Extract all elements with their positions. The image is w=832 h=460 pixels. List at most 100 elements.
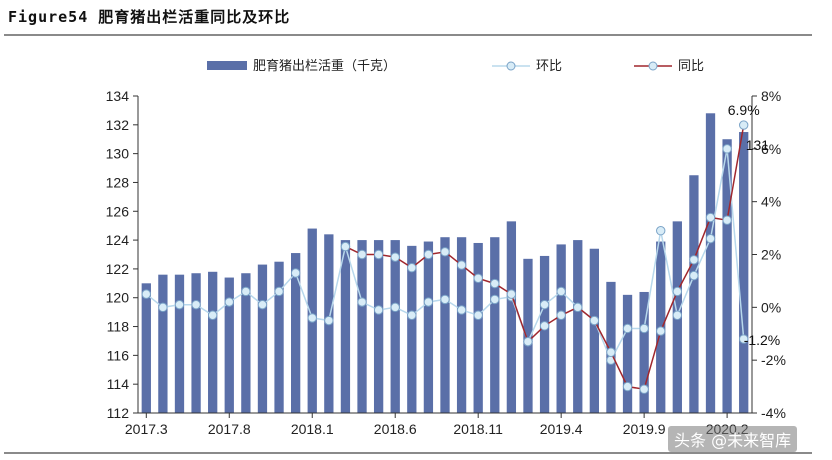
yoy-point <box>639 384 649 394</box>
right-tick-label: 2% <box>761 247 781 263</box>
legend-bar-swatch <box>207 61 247 70</box>
yoy-point <box>622 381 633 392</box>
yoy-point <box>689 255 699 265</box>
bar <box>390 240 400 413</box>
mom-point <box>141 289 151 299</box>
bar <box>689 175 699 413</box>
bar <box>357 240 367 413</box>
mom-point <box>490 294 500 305</box>
figure-title: Figure54 肥育猪出栏活重同比及环比 <box>8 8 291 26</box>
x-tick-label: 2018.11 <box>453 421 503 437</box>
bar <box>739 132 749 414</box>
yoy-point <box>357 249 367 260</box>
bar <box>291 253 301 413</box>
left-tick-label: 132 <box>106 117 130 133</box>
mom-point <box>191 299 201 310</box>
legend-bar-label: 肥育猪出栏活重（千克） <box>253 58 396 73</box>
legend-mom-label: 环比 <box>536 58 562 73</box>
yoy-point <box>440 247 450 257</box>
mom-point <box>174 299 185 310</box>
mom-point <box>373 305 384 315</box>
annotation-label: 131 <box>746 137 770 153</box>
mom-point <box>672 310 683 320</box>
yoy-series <box>340 120 749 394</box>
bar <box>705 113 716 414</box>
mom-point <box>539 299 550 310</box>
bar <box>191 273 201 413</box>
mom-point <box>639 323 649 334</box>
mom-point <box>390 302 400 313</box>
mom-point <box>407 310 417 320</box>
yoy-point <box>672 286 683 297</box>
right-tick-label: 4% <box>761 194 781 210</box>
yoy-point <box>390 252 400 262</box>
bar <box>456 237 467 413</box>
bar <box>473 242 483 413</box>
mom-point <box>556 286 566 297</box>
yoy-point <box>556 310 566 320</box>
mom-point <box>705 233 716 244</box>
x-tick-label: 2017.8 <box>208 421 251 437</box>
mom-point <box>622 323 633 334</box>
yoy-point <box>490 278 500 289</box>
annotation-label: -1.2% <box>744 332 781 348</box>
watermark: 头条 @未来智库 <box>668 426 798 452</box>
bar <box>622 294 633 413</box>
mom-point <box>324 315 334 326</box>
right-tick-label: 6% <box>761 141 781 157</box>
bar <box>373 240 384 413</box>
legend-yoy-label: 同比 <box>678 58 704 73</box>
left-tick-label: 112 <box>107 405 130 421</box>
right-tick-label: 0% <box>761 299 781 315</box>
yoy-point <box>722 215 732 225</box>
bar <box>407 245 417 413</box>
yoy-point <box>423 249 434 260</box>
title-divider <box>4 34 812 36</box>
bar <box>539 255 550 413</box>
bar <box>722 139 732 413</box>
bar <box>506 221 517 413</box>
mom-point <box>440 294 450 305</box>
yoy-point <box>589 315 600 326</box>
legend-yoy-marker <box>648 61 658 71</box>
x-tick-label: 2018.6 <box>374 421 417 437</box>
right-tick-label: -2% <box>761 352 786 368</box>
bar <box>208 271 218 413</box>
mom-point <box>689 270 699 281</box>
left-tick-label: 116 <box>107 347 130 363</box>
yoy-point <box>705 212 716 223</box>
annotation-label: 6.9% <box>728 102 760 118</box>
yoy-point <box>506 289 517 299</box>
left-tick-label: 128 <box>106 174 130 190</box>
mom-point <box>158 302 168 313</box>
yoy-point <box>473 273 483 283</box>
left-tick-label: 118 <box>107 319 130 335</box>
yoy-point <box>340 241 351 252</box>
bar <box>158 274 168 413</box>
yoy-point <box>573 302 583 313</box>
yoy-point <box>539 321 550 331</box>
bar <box>340 240 351 413</box>
bar <box>589 248 599 413</box>
yoy-point <box>523 336 533 347</box>
left-tick-label: 134 <box>106 88 130 104</box>
mom-point <box>274 286 284 297</box>
bar <box>639 291 649 413</box>
mom-point <box>207 310 218 320</box>
yoy-point <box>656 326 666 336</box>
x-tick-label: 2019.9 <box>623 421 666 437</box>
yoy-point <box>606 347 616 357</box>
bar <box>573 240 583 413</box>
bar <box>606 281 616 413</box>
left-tick-label: 120 <box>106 290 130 306</box>
mom-point <box>290 268 301 278</box>
mom-point <box>739 334 749 344</box>
legend: 肥育猪出栏活重（千克） 环比 同比 <box>207 58 704 73</box>
bar <box>174 274 185 413</box>
bar <box>224 277 234 413</box>
left-axis: 112 114 116 118 120 122 124 126 128 130 132 134 <box>106 88 139 421</box>
mom-point <box>257 299 268 310</box>
right-tick-label: 8% <box>761 88 781 104</box>
right-axis: -4% -2% 0% 2% 4% 6% 8% <box>751 88 786 421</box>
